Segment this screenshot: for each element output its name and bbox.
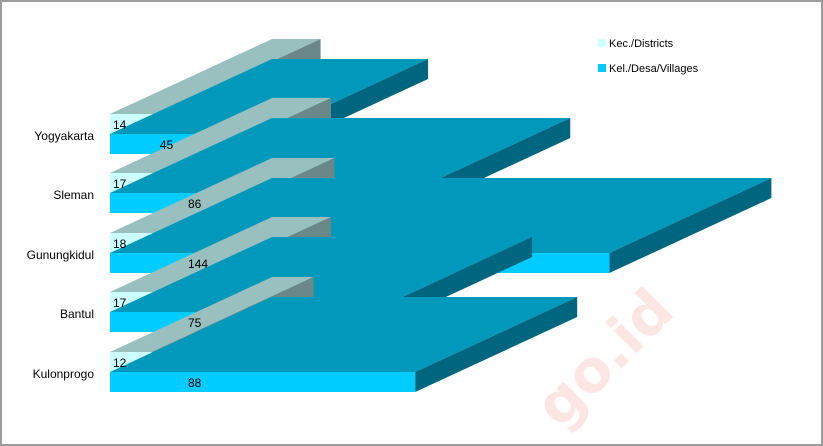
value-label-districts-yogyakarta: 14: [113, 118, 127, 132]
bar-villages-sleman-top: [110, 118, 571, 193]
bars-layer: [110, 39, 772, 392]
value-label-villages-gunungkidul: 144: [188, 257, 208, 271]
bar-districts-sleman-top: [110, 98, 331, 173]
bar-villages-bantul-top: [110, 237, 533, 312]
legend: Kec./Districts Kel./Desa/Villages: [598, 38, 699, 75]
bar-villages-kulonprogo-side: [415, 297, 578, 392]
value-label-villages-kulonprogo: 88: [188, 376, 202, 390]
category-label-yogyakarta: Yogyakarta: [34, 129, 94, 143]
value-label-districts-gunungkidul: 18: [113, 237, 127, 251]
legend-label-kel-desa-villages: Kel./Desa/Villages: [609, 63, 699, 75]
legend-swatch-kec-districts: [598, 39, 606, 47]
value-label-districts-bantul: 17: [113, 296, 127, 310]
bar-villages-kulonprogo-front: [110, 372, 416, 392]
bar-villages-gunungkidul-side: [609, 178, 772, 273]
legend-label-kec-districts: Kec./Districts: [609, 38, 674, 50]
bar-villages-kulonprogo: [110, 297, 578, 392]
value-label-districts-sleman: 17: [113, 177, 127, 191]
value-label-districts-kulonprogo: 12: [113, 356, 127, 370]
bar-districts-bantul-top: [110, 217, 331, 292]
category-label-sleman: Sleman: [53, 188, 94, 202]
bar-villages-kulonprogo-top: [110, 297, 578, 372]
value-label-villages-sleman: 86: [188, 197, 202, 211]
value-label-villages-yogyakarta: 45: [160, 138, 174, 152]
labels-layer: 14 45 Yogyakarta 17 86 Sleman 18 144 Gunungkidul…: [27, 118, 209, 390]
category-label-gunungkidul: Gunungkidul: [27, 248, 94, 262]
category-label-kulonprogo: Kulonprogo: [33, 367, 95, 381]
legend-swatch-kel-desa-villages: [598, 64, 606, 72]
value-label-villages-bantul: 75: [188, 316, 202, 330]
bar-districts-gunungkidul-top: [110, 158, 335, 233]
bar-districts-kulonprogo-top: [110, 277, 314, 352]
bar-villages-yogyakarta-top: [110, 59, 429, 134]
bar-districts-yogyakarta-top: [110, 39, 321, 114]
category-label-bantul: Bantul: [60, 307, 94, 321]
